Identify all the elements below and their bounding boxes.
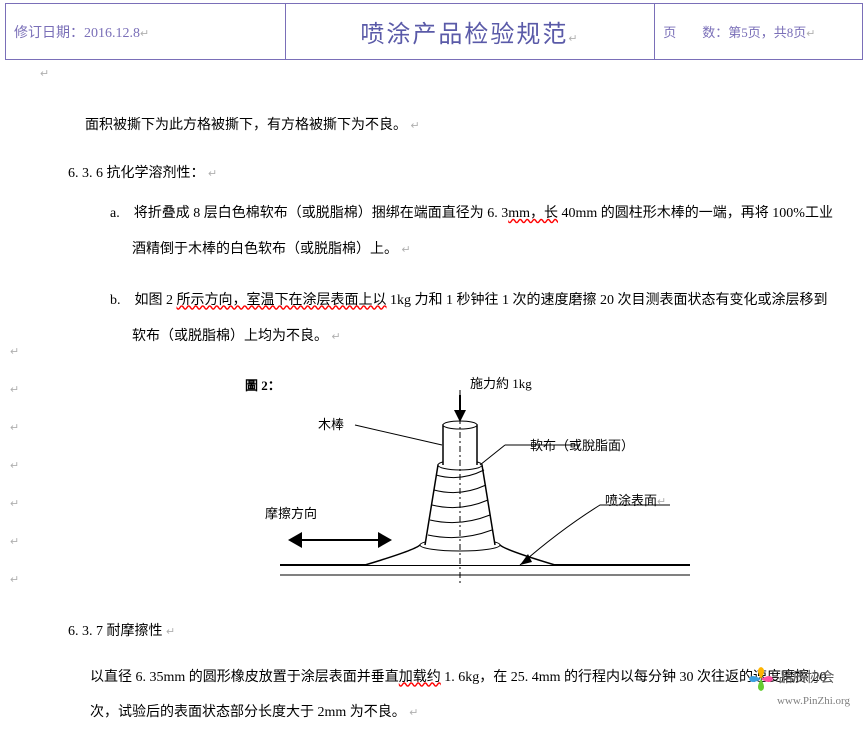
- item-b-underline: 所示方向，室温下在涂层表面上以: [177, 293, 387, 308]
- item-a-pre: a. 将折叠成 8 层白色棉软布（或脱脂棉）捆绑在端面直径为 6. 3: [110, 206, 508, 221]
- fig-force: 施力約 1kg: [470, 373, 532, 392]
- paragraph-mark: ↵: [166, 626, 175, 638]
- paragraph-mark: ↵: [208, 168, 217, 180]
- header-revision-cell: 修订日期：2016.12.8↵: [6, 4, 286, 60]
- figure-svg: [210, 370, 710, 600]
- paragraph-mark: ↵: [140, 28, 149, 40]
- para-637-pre: 以直径 6. 35mm 的圆形橡皮放置于涂层表面并垂直: [90, 670, 399, 685]
- fig-cloth: 軟布（或脫脂面）: [530, 435, 634, 454]
- fig-surface: 喷涂表面: [605, 493, 657, 508]
- fig-friction: 摩擦方向: [265, 503, 317, 522]
- para-637: 以直径 6. 35mm 的圆形橡皮放置于涂层表面并垂直加载约 1. 6kg，在 …: [90, 660, 838, 730]
- doc-header-table: 修订日期：2016.12.8↵ 喷涂产品检验规范↵ 页 数：第5页，共8页↵: [5, 3, 863, 60]
- text-torn: 面积被撕下为此方格被撕下，有方格被撕下为不良。: [85, 118, 407, 133]
- paragraph-mark: ↵: [10, 409, 19, 447]
- fig-stick: 木棒: [318, 414, 344, 433]
- watermark-logo: 品质协会 www.PinZhi.org: [747, 665, 850, 709]
- figure-2: 圖 2： 施力約 1kg 木棒 軟布（或脫脂面） 摩擦方向 喷涂表面↵: [210, 370, 710, 600]
- paragraph-mark: ↵: [10, 333, 19, 371]
- fig-title: 圖 2：: [245, 378, 281, 393]
- paragraph-mark: ↵: [10, 447, 19, 485]
- section-637: 6. 3. 7 耐摩擦性 ↵: [68, 620, 838, 640]
- item-a: a. 将折叠成 8 层白色棉软布（或脱脂棉）捆绑在端面直径为 6. 3mm，长 …: [110, 196, 838, 269]
- item-b: b. 如图 2 所示方向，室温下在涂层表面上以 1kg 力和 1 秒钟往 1 次…: [110, 283, 838, 356]
- paragraph-mark: ↵: [657, 496, 666, 508]
- para-637-underline: 加载约: [399, 670, 441, 685]
- logo-url: www.PinZhi.org: [777, 695, 850, 707]
- paragraph-mark: ↵: [332, 331, 341, 343]
- doc-title: 喷涂产品检验规范: [360, 22, 568, 48]
- paragraph-mark: ↵: [402, 244, 411, 256]
- flower-icon: [747, 665, 775, 693]
- header-revision: 修订日期：2016.12.8: [14, 26, 140, 41]
- paragraph-mark: ↵: [568, 33, 579, 45]
- item-a-underline: mm，长: [508, 206, 558, 221]
- paragraph-mark: ↵: [40, 68, 49, 80]
- header-page: 页 数：第5页，共8页: [663, 25, 806, 40]
- paragraph-mark: ↵: [411, 120, 420, 132]
- header-title-cell: 喷涂产品检验规范↵: [285, 4, 655, 60]
- doc-content: ↵ 面积被撕下为此方格被撕下，有方格被撕下为不良。 ↵ 6. 3. 6 抗化学溶…: [0, 66, 868, 730]
- section-636-text: 6. 3. 6 抗化学溶剂性：: [68, 166, 205, 181]
- paragraph-mark: ↵: [806, 28, 815, 40]
- section-637-text: 6. 3. 7 耐摩擦性: [68, 624, 163, 639]
- paragraph-mark: ↵: [10, 371, 19, 409]
- paragraph-mark: ↵: [10, 523, 19, 561]
- header-page-cell: 页 数：第5页，共8页↵: [655, 4, 863, 60]
- logo-brand: 品质协会: [778, 671, 834, 686]
- paragraph-mark: ↵: [409, 707, 418, 719]
- paragraph-mark: ↵: [10, 485, 19, 523]
- paragraph-mark: ↵: [10, 561, 19, 599]
- para-torn: 面积被撕下为此方格被撕下，有方格被撕下为不良。 ↵: [85, 112, 838, 140]
- item-b-pre: b. 如图 2: [110, 293, 177, 308]
- section-636: 6. 3. 6 抗化学溶剂性： ↵: [68, 162, 838, 182]
- left-margin-marks: ↵ ↵ ↵ ↵ ↵ ↵ ↵: [10, 333, 19, 599]
